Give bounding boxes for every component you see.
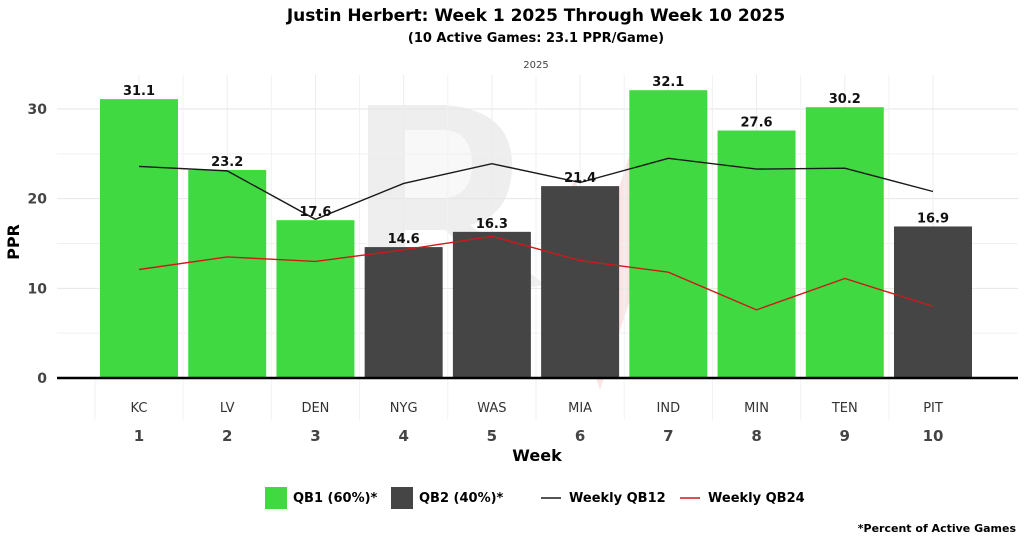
bar-week-2: [188, 169, 267, 378]
legend-label: Weekly QB24: [708, 491, 805, 506]
x-tick-opponent: DEN: [301, 401, 329, 416]
value-label-week-1: 31.1: [123, 84, 155, 99]
chart-title: Justin Herbert: Week 1 2025 Through Week…: [286, 6, 785, 26]
bar-week-1: [100, 99, 178, 379]
x-tick-week: 1: [134, 427, 144, 445]
x-axis-label: Week: [512, 446, 562, 465]
legend-key-box: [391, 487, 413, 509]
x-tick-opponent: PIT: [923, 401, 943, 416]
value-label-week-10: 16.9: [917, 211, 949, 226]
x-axis-ticks: KC 1 LV 2 DEN 3 NYG 4 WAS 5 MIA 6 IND 7 MIN 8 TEN 9 PIT 10: [131, 401, 944, 445]
bar-week-6: [541, 186, 620, 378]
value-labels: 31.1 23.2 17.6 14.6 16.3 21.4 32.1 27.6 30.2 16.9: [123, 75, 949, 247]
x-tick-week: 5: [487, 427, 497, 445]
legend-label: QB1 (60%)*: [293, 491, 378, 506]
x-tick-week: 8: [751, 427, 761, 445]
line-weekly-qb12: [138, 157, 934, 221]
value-label-week-9: 30.2: [829, 92, 861, 107]
x-tick-week: 10: [923, 427, 944, 445]
legend: QB1 (60%)* QB2 (40%)* Weekly QB12 Weekly QB…: [265, 487, 805, 509]
bar-week-8: [717, 130, 796, 378]
x-tick-week: 7: [663, 427, 673, 445]
x-tick-week: 3: [310, 427, 320, 445]
bar-week-10: [894, 226, 972, 378]
legend-label: Weekly QB12: [569, 491, 666, 506]
value-label-week-4: 14.6: [388, 232, 420, 247]
legend-label: QB2 (40%)*: [419, 491, 504, 506]
x-tick-opponent: WAS: [477, 401, 506, 416]
plot-lines: [138, 157, 934, 311]
y-tick-label: 10: [28, 281, 48, 297]
value-label-week-7: 32.1: [652, 75, 684, 90]
footnote: *Percent of Active Games: [858, 522, 1017, 535]
x-tick-opponent: IND: [657, 401, 681, 416]
y-tick-label: 20: [28, 192, 48, 208]
facet-label: 2025: [523, 60, 548, 71]
bar-week-4: [364, 247, 443, 378]
legend-key-box: [265, 487, 287, 509]
plot-bars: [100, 90, 972, 379]
bar-week-5: [452, 231, 531, 378]
x-tick-opponent: TEN: [831, 401, 858, 416]
value-label-week-3: 17.6: [299, 205, 331, 220]
chart-subtitle: (10 Active Games: 23.1 PPR/Game): [408, 31, 664, 46]
x-tick-week: 4: [398, 427, 408, 445]
x-tick-opponent: NYG: [390, 401, 418, 416]
x-tick-opponent: MIN: [744, 401, 769, 416]
bar-week-9: [805, 107, 884, 378]
bar-week-7: [629, 90, 708, 379]
value-label-week-6: 21.4: [564, 171, 596, 186]
x-tick-opponent: KC: [131, 401, 148, 416]
x-tick-opponent: LV: [220, 401, 235, 416]
x-tick-opponent: MIA: [568, 401, 592, 416]
y-tick-label: 0: [37, 371, 47, 387]
value-label-week-2: 23.2: [211, 155, 243, 170]
x-tick-week: 9: [840, 427, 850, 445]
line-weekly-qb24: [138, 235, 934, 311]
bar-week-3: [276, 220, 355, 378]
y-tick-label: 30: [28, 102, 48, 118]
x-tick-week: 2: [222, 427, 232, 445]
value-label-week-8: 27.6: [741, 116, 773, 131]
x-tick-week: 6: [575, 427, 585, 445]
value-label-week-5: 16.3: [476, 217, 508, 232]
y-axis-ticks: 0 10 20 30: [28, 102, 48, 387]
y-axis-label: PPR: [4, 224, 23, 260]
